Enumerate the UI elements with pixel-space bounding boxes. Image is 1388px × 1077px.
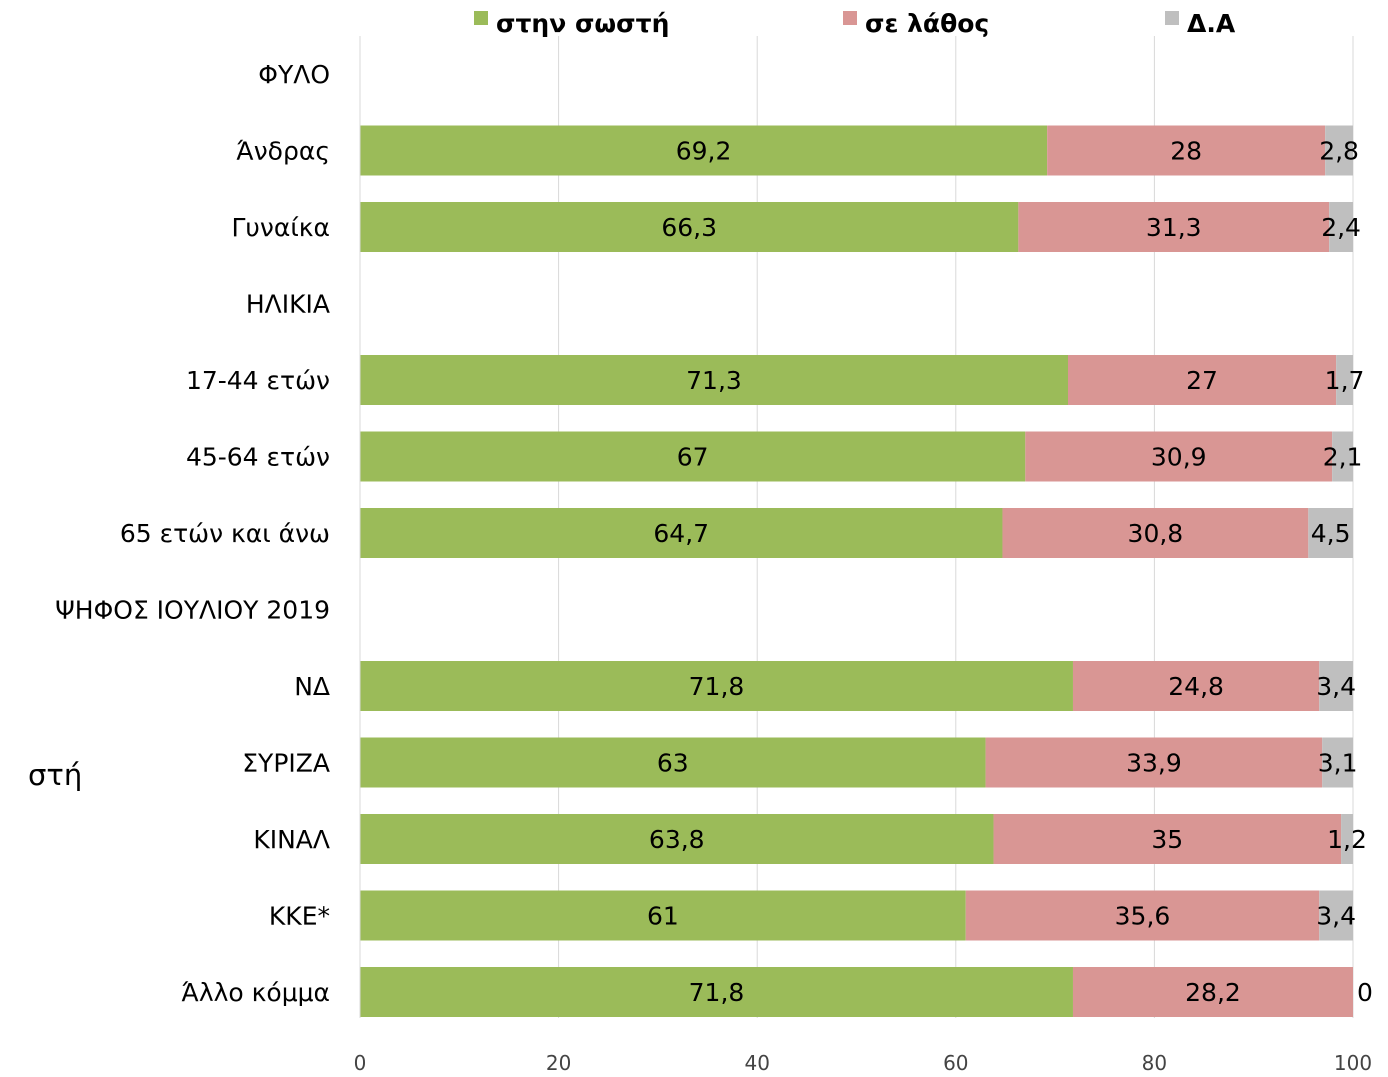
legend-label-na: Δ.Α bbox=[1187, 8, 1236, 38]
x-tick-label: 100 bbox=[1334, 1051, 1372, 1075]
x-tick-label: 20 bbox=[546, 1051, 571, 1075]
data-label: 63 bbox=[657, 749, 689, 778]
data-label: 2,4 bbox=[1321, 213, 1361, 242]
category-label: ΣΥΡΙΖΑ bbox=[242, 749, 330, 778]
category-label: ΦΥΛΟ bbox=[258, 60, 330, 89]
bar-segment bbox=[360, 967, 1073, 1017]
category-label: ΨΗΦΟΣ ΙΟΥΛΙΟΥ 2019 bbox=[55, 596, 330, 625]
data-label: 30,9 bbox=[1151, 443, 1207, 472]
legend-swatch-wrong bbox=[843, 11, 857, 25]
bar-segment bbox=[360, 125, 1048, 176]
data-label: 35 bbox=[1151, 825, 1183, 854]
data-label: 0 bbox=[1357, 978, 1373, 1007]
bar-segment bbox=[1322, 737, 1353, 788]
side-text: στή bbox=[28, 758, 82, 792]
bar-segment bbox=[1072, 967, 1353, 1017]
bar-segment bbox=[360, 661, 1073, 711]
data-label: 1,7 bbox=[1325, 366, 1365, 395]
data-label: 2,1 bbox=[1323, 443, 1363, 472]
data-label: 28,2 bbox=[1185, 978, 1241, 1007]
data-label: 27 bbox=[1186, 366, 1218, 395]
x-tick-label: 0 bbox=[354, 1051, 367, 1075]
category-label: Γυναίκα bbox=[231, 213, 330, 242]
legend-item-wrong: σε λάθος bbox=[843, 6, 989, 40]
category-label: Άλλο κόμμα bbox=[182, 978, 330, 1007]
bar-segment bbox=[360, 737, 986, 788]
data-label: 61 bbox=[647, 902, 679, 931]
bar-segment bbox=[360, 431, 1026, 482]
data-label: 28 bbox=[1170, 137, 1202, 166]
data-label: 2,8 bbox=[1319, 137, 1359, 166]
data-label: 66,3 bbox=[661, 213, 717, 242]
data-label: 71,8 bbox=[689, 672, 745, 701]
data-label: 4,5 bbox=[1311, 519, 1351, 548]
bar-segment bbox=[985, 737, 1323, 788]
bar-segment bbox=[1018, 202, 1330, 252]
data-label: 35,6 bbox=[1115, 902, 1171, 931]
bar-segment bbox=[1072, 661, 1320, 711]
legend-swatch-correct bbox=[474, 11, 488, 25]
bar-segment bbox=[360, 890, 966, 941]
x-tick-label: 80 bbox=[1142, 1051, 1167, 1075]
data-label: 33,9 bbox=[1126, 749, 1182, 778]
data-label: 71,3 bbox=[686, 366, 742, 395]
bar-segment bbox=[1329, 202, 1353, 252]
bar-segment bbox=[1025, 431, 1333, 482]
data-label: 69,2 bbox=[676, 137, 732, 166]
bar-segment bbox=[360, 814, 994, 864]
data-label: 24,8 bbox=[1168, 672, 1224, 701]
data-label: 67 bbox=[677, 443, 709, 472]
legend-label-wrong: σε λάθος bbox=[865, 8, 990, 38]
legend-swatch-na bbox=[1165, 11, 1179, 25]
category-label: ΚΚΕ* bbox=[269, 902, 330, 931]
legend-item-na: Δ.Α bbox=[1165, 6, 1235, 40]
bar-segment bbox=[1002, 508, 1309, 558]
bar-segment bbox=[1319, 661, 1353, 711]
bar-segment bbox=[360, 508, 1003, 558]
bar-segment bbox=[993, 814, 1342, 864]
bar-segment bbox=[1325, 125, 1353, 176]
category-label: ΚΙΝΑΛ bbox=[253, 825, 330, 854]
category-label: ΝΔ bbox=[294, 672, 330, 701]
data-label: 63,8 bbox=[649, 825, 705, 854]
bar-segment bbox=[1336, 355, 1353, 405]
bar-segment bbox=[965, 890, 1320, 941]
legend-label-correct: στην σωστή bbox=[496, 8, 670, 38]
x-tick-label: 40 bbox=[744, 1051, 769, 1075]
bar-segment bbox=[1341, 814, 1353, 864]
bar-segment bbox=[360, 355, 1069, 405]
bar-segment bbox=[1332, 431, 1353, 482]
x-tick-label: 60 bbox=[943, 1051, 968, 1075]
data-label: 71,8 bbox=[689, 978, 745, 1007]
data-label: 64,7 bbox=[653, 519, 709, 548]
category-label: Άνδρας bbox=[236, 137, 330, 166]
category-label: 65 ετών και άνω bbox=[120, 519, 330, 548]
category-label: 17-44 ετών bbox=[186, 366, 330, 395]
data-label: 3,4 bbox=[1316, 902, 1356, 931]
bar-segment bbox=[1068, 355, 1337, 405]
bar-segment bbox=[1319, 890, 1353, 941]
category-label: ΗΛΙΚΙΑ bbox=[246, 290, 330, 319]
bar-segment bbox=[360, 202, 1019, 252]
data-label: 3,4 bbox=[1316, 672, 1356, 701]
data-label: 31,3 bbox=[1146, 213, 1202, 242]
bar-segment bbox=[1047, 125, 1326, 176]
category-label: 45-64 ετών bbox=[186, 443, 330, 472]
bar-segment bbox=[1308, 508, 1353, 558]
legend-item-correct: στην σωστή bbox=[474, 6, 669, 40]
data-label: 3,1 bbox=[1318, 749, 1358, 778]
data-label: 1,2 bbox=[1327, 825, 1367, 854]
data-label: 30,8 bbox=[1128, 519, 1184, 548]
